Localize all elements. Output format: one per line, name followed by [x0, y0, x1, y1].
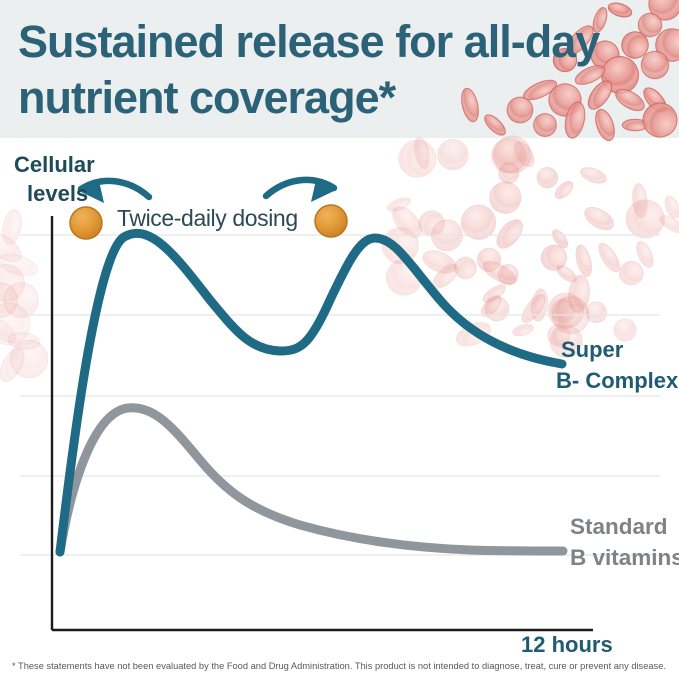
svg-text:B- Complex: B- Complex: [556, 368, 679, 393]
svg-text:12 hours: 12 hours: [521, 632, 613, 657]
svg-text:Cellular: Cellular: [14, 152, 95, 177]
svg-text:nutrient coverage*: nutrient coverage*: [18, 72, 397, 123]
svg-text:Sustained release for all-day: Sustained release for all-day: [18, 16, 600, 67]
svg-text:levels: levels: [27, 181, 88, 206]
svg-text:* These statements have not be: * These statements have not been evaluat…: [12, 661, 666, 671]
svg-text:B vitamins: B vitamins: [570, 545, 679, 570]
svg-text:Super: Super: [561, 337, 624, 362]
svg-text:Twice-daily dosing: Twice-daily dosing: [117, 205, 298, 231]
svg-text:Standard: Standard: [570, 514, 668, 539]
